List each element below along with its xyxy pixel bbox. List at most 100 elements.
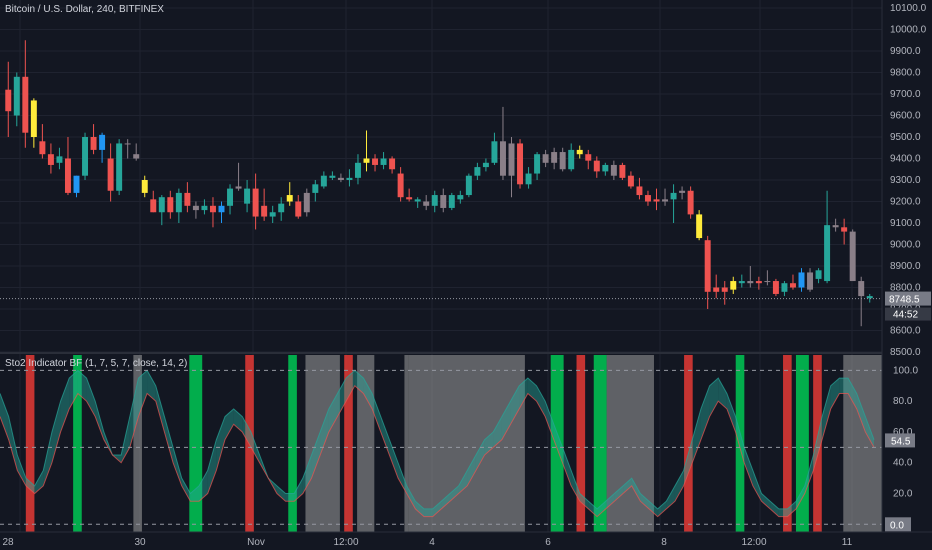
candle[interactable] <box>841 218 848 245</box>
candle[interactable] <box>5 61 12 137</box>
candle[interactable] <box>551 147 558 170</box>
candle[interactable] <box>858 276 865 327</box>
candle[interactable] <box>380 152 387 170</box>
candle[interactable] <box>781 281 788 297</box>
candle[interactable] <box>39 124 46 159</box>
candle[interactable] <box>772 278 779 297</box>
candle[interactable] <box>721 281 728 305</box>
candle[interactable] <box>346 169 353 187</box>
candle[interactable] <box>184 182 191 213</box>
candle[interactable] <box>158 195 165 226</box>
candle[interactable] <box>303 188 310 217</box>
candle[interactable] <box>610 160 617 180</box>
candle[interactable] <box>124 139 131 159</box>
candle[interactable] <box>713 274 720 299</box>
candle[interactable] <box>82 132 89 180</box>
candle[interactable] <box>738 274 745 288</box>
candle[interactable] <box>644 190 651 206</box>
candle[interactable] <box>704 235 711 309</box>
candle[interactable] <box>866 293 873 303</box>
candle[interactable] <box>687 186 694 219</box>
candle[interactable] <box>99 132 106 163</box>
candle[interactable] <box>329 171 336 180</box>
candle[interactable] <box>192 201 199 219</box>
candle[interactable] <box>218 201 225 224</box>
candlestick-series[interactable] <box>0 40 882 327</box>
candle[interactable] <box>337 173 344 183</box>
candle[interactable] <box>209 197 216 228</box>
candle[interactable] <box>832 218 839 232</box>
candle[interactable] <box>559 147 566 172</box>
candle[interactable] <box>141 175 148 198</box>
candle[interactable] <box>252 173 259 230</box>
candle[interactable] <box>354 154 361 185</box>
candle[interactable] <box>320 171 327 189</box>
candle[interactable] <box>696 210 703 241</box>
candle[interactable] <box>517 139 524 189</box>
candle[interactable] <box>116 139 123 196</box>
candle[interactable] <box>798 268 805 292</box>
candle[interactable] <box>30 98 37 148</box>
candle[interactable] <box>150 190 157 213</box>
candle[interactable] <box>286 182 293 206</box>
candle[interactable] <box>312 180 319 202</box>
candle[interactable] <box>662 188 669 206</box>
candle[interactable] <box>815 268 822 284</box>
candle[interactable] <box>235 162 242 191</box>
candle[interactable] <box>457 190 464 204</box>
candle[interactable] <box>619 162 626 180</box>
candle[interactable] <box>389 156 396 174</box>
candle[interactable] <box>13 72 20 127</box>
candle[interactable] <box>431 190 438 213</box>
candle[interactable] <box>679 186 686 200</box>
candle[interactable] <box>474 162 481 180</box>
candle[interactable] <box>593 156 600 178</box>
candle[interactable] <box>414 197 421 208</box>
candle[interactable] <box>47 143 54 174</box>
candle[interactable] <box>56 147 63 170</box>
candle[interactable] <box>789 274 796 290</box>
candle[interactable] <box>269 205 276 223</box>
candle[interactable] <box>602 162 609 176</box>
candle[interactable] <box>764 270 771 286</box>
candle[interactable] <box>824 190 831 284</box>
candle[interactable] <box>175 188 182 223</box>
candle[interactable] <box>534 152 541 180</box>
candle[interactable] <box>576 145 583 159</box>
candle[interactable] <box>133 143 140 161</box>
candle[interactable] <box>849 229 856 282</box>
candle[interactable] <box>201 199 208 215</box>
candle[interactable] <box>807 268 814 292</box>
candle[interactable] <box>465 173 472 198</box>
candle[interactable] <box>261 188 268 221</box>
candle[interactable] <box>372 154 379 172</box>
candle[interactable] <box>22 40 29 148</box>
candle[interactable] <box>107 143 114 202</box>
candle[interactable] <box>167 190 174 219</box>
candle[interactable] <box>747 266 754 288</box>
candle[interactable] <box>670 184 677 223</box>
candle[interactable] <box>636 177 643 200</box>
candle[interactable] <box>542 149 549 168</box>
candle[interactable] <box>585 149 592 170</box>
candle[interactable] <box>295 195 302 219</box>
candle[interactable] <box>508 137 515 198</box>
candle[interactable] <box>440 188 447 213</box>
candle[interactable] <box>363 130 370 172</box>
candle[interactable] <box>278 197 285 221</box>
candle[interactable] <box>499 106 506 180</box>
candle[interactable] <box>64 137 71 196</box>
candle[interactable] <box>730 276 737 294</box>
candle[interactable] <box>755 276 762 290</box>
candle[interactable] <box>653 188 660 211</box>
candle[interactable] <box>491 132 498 165</box>
candle[interactable] <box>448 192 455 211</box>
candle[interactable] <box>525 167 532 189</box>
candle[interactable] <box>227 184 234 215</box>
candle[interactable] <box>568 143 575 172</box>
candle[interactable] <box>73 175 80 198</box>
candle[interactable] <box>423 195 430 211</box>
candle[interactable] <box>482 158 489 172</box>
candle[interactable] <box>90 124 97 155</box>
